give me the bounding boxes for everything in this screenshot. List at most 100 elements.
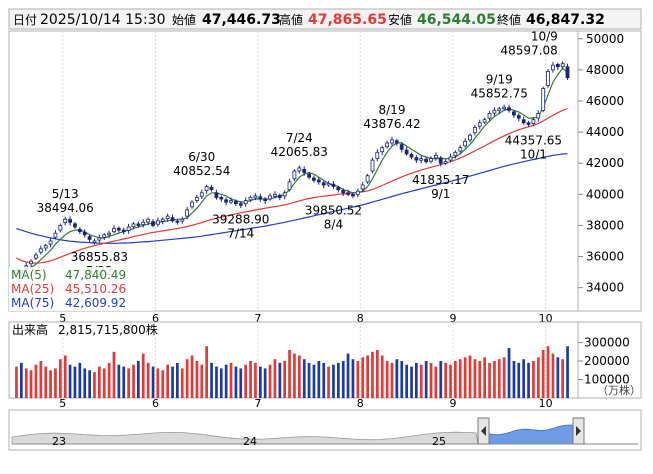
candle-body [97, 237, 102, 241]
candle-body [351, 193, 355, 197]
ma5-legend-value: 47,840.49 [65, 268, 126, 282]
candle [253, 193, 258, 201]
candle-body [263, 198, 268, 202]
candle [170, 214, 175, 223]
volume-bar [463, 357, 467, 398]
candle [507, 104, 511, 113]
volume-bar [263, 368, 267, 398]
close-label: 終値 [497, 12, 521, 27]
close-value: 46,847.32 [526, 12, 605, 28]
volume-bar [20, 362, 23, 398]
candle [516, 113, 521, 122]
candle-body [229, 200, 233, 203]
candle [414, 155, 419, 163]
candle-body [82, 231, 87, 236]
candle-body [341, 190, 346, 194]
candle-body [404, 149, 409, 155]
volume-bar [151, 366, 155, 398]
candle-body [107, 232, 111, 236]
candle-body [551, 64, 555, 71]
open-label: 始値 [172, 12, 196, 27]
price-tick-label: 36000 [586, 250, 624, 264]
candle [97, 234, 102, 243]
volume-bar [400, 361, 404, 398]
volume-bar [83, 368, 87, 398]
candle-body [536, 113, 541, 119]
volume-bar [337, 362, 340, 398]
volume-bar [117, 364, 121, 398]
volume-bar [273, 359, 277, 398]
volume-bar [122, 366, 126, 398]
candle [531, 117, 536, 127]
volume-bar [78, 362, 82, 398]
annotation-date: 10/9 [531, 30, 558, 44]
volume-bar [551, 353, 555, 398]
volume-bar [415, 362, 418, 398]
candle [311, 175, 316, 183]
volume-bar [497, 359, 501, 398]
candle [360, 181, 365, 193]
candle [546, 68, 550, 88]
candle-body [355, 190, 360, 195]
volume-bar [332, 364, 335, 398]
volume-bar [424, 361, 428, 398]
annotation-value: 36855.83 [71, 250, 128, 264]
candle-body [53, 232, 58, 238]
ma75-legend-value: 42,609.92 [65, 296, 126, 310]
candle-body [277, 194, 282, 198]
navigator-handle-right[interactable] [572, 417, 585, 445]
candle-body [165, 215, 170, 220]
volume-bar [537, 357, 540, 398]
candle [136, 221, 141, 228]
volume-bar [171, 366, 174, 398]
candle [497, 106, 502, 114]
candle [194, 194, 199, 203]
candle [63, 216, 68, 226]
candle [565, 63, 570, 80]
candle [38, 245, 43, 255]
volume-month-label: 8 [357, 397, 364, 410]
candles [14, 61, 570, 276]
volume-bar [234, 366, 238, 398]
volume-bar [34, 364, 38, 398]
candle [68, 216, 72, 226]
volume-value: 2,815,715,800株 [58, 322, 158, 337]
volume-header-bg [10, 323, 160, 337]
annotation-value: 43876.42 [363, 117, 420, 131]
price-tick-label: 34000 [586, 281, 624, 295]
candle-body [297, 167, 302, 172]
volume-bar [93, 372, 96, 398]
ma5-line [16, 67, 568, 272]
candle [321, 180, 326, 189]
candle [448, 153, 453, 163]
ma-lines [16, 67, 568, 272]
candle-body [116, 227, 121, 231]
annotation-value: 39288.90 [212, 212, 269, 226]
volume-bar [346, 353, 350, 398]
navigator-history-area [11, 431, 479, 445]
price-panel [8, 30, 642, 312]
candle [48, 238, 53, 248]
candle [409, 152, 414, 160]
price-tick-label: 46000 [586, 94, 624, 108]
ma-legend: MA(5) 47,840.49 MA(25) 45,510.26 MA(75) … [11, 268, 126, 310]
candle-body [68, 219, 72, 223]
candle [521, 116, 526, 125]
candle-body [73, 223, 77, 228]
volume-bar [341, 361, 345, 398]
candle [282, 190, 287, 200]
volume-bar [63, 355, 67, 398]
volume-bar [229, 362, 233, 398]
volume-bar [449, 364, 452, 398]
volume-bar [439, 361, 443, 398]
candle-body [258, 196, 263, 200]
navigator-handle-left[interactable] [477, 417, 490, 445]
volume-label: 出来高 [12, 322, 48, 337]
volume-bar [458, 359, 462, 398]
volume-bar [107, 362, 111, 398]
price-tick-label: 48000 [586, 63, 624, 77]
candle [331, 181, 336, 189]
candle [541, 86, 546, 113]
candle-body [243, 200, 248, 205]
